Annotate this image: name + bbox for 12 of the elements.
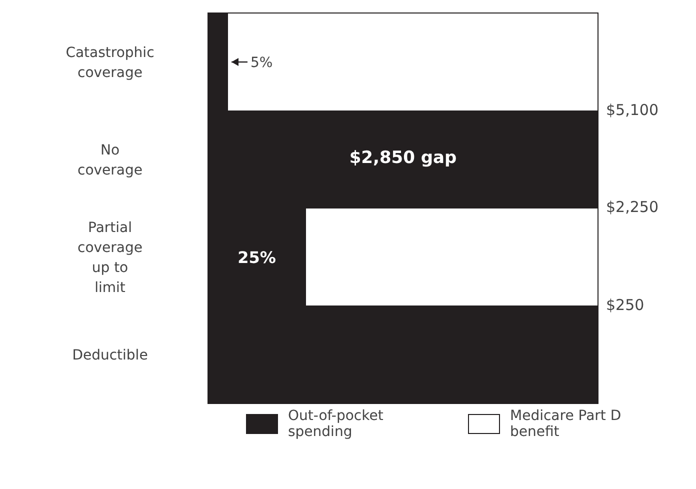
y-tick-label: Catastrophic coverage [66, 44, 154, 81]
y-tick-label: Deductible [72, 347, 148, 364]
legend-label: Out-of-pocket spending [288, 408, 384, 440]
annotation: $2,850 gap [348, 148, 458, 168]
data-label: 5% [250, 55, 273, 71]
data-label: 25% [238, 248, 276, 267]
y-tick-label: Partial coverage up to limit [78, 220, 142, 296]
text: $250 [606, 296, 644, 314]
text: $2,250 [606, 198, 658, 216]
y-tick-label: No coverage [78, 142, 142, 178]
text: $5,100 [606, 100, 658, 118]
legend-label: Medicare Part D benefit [510, 408, 622, 440]
